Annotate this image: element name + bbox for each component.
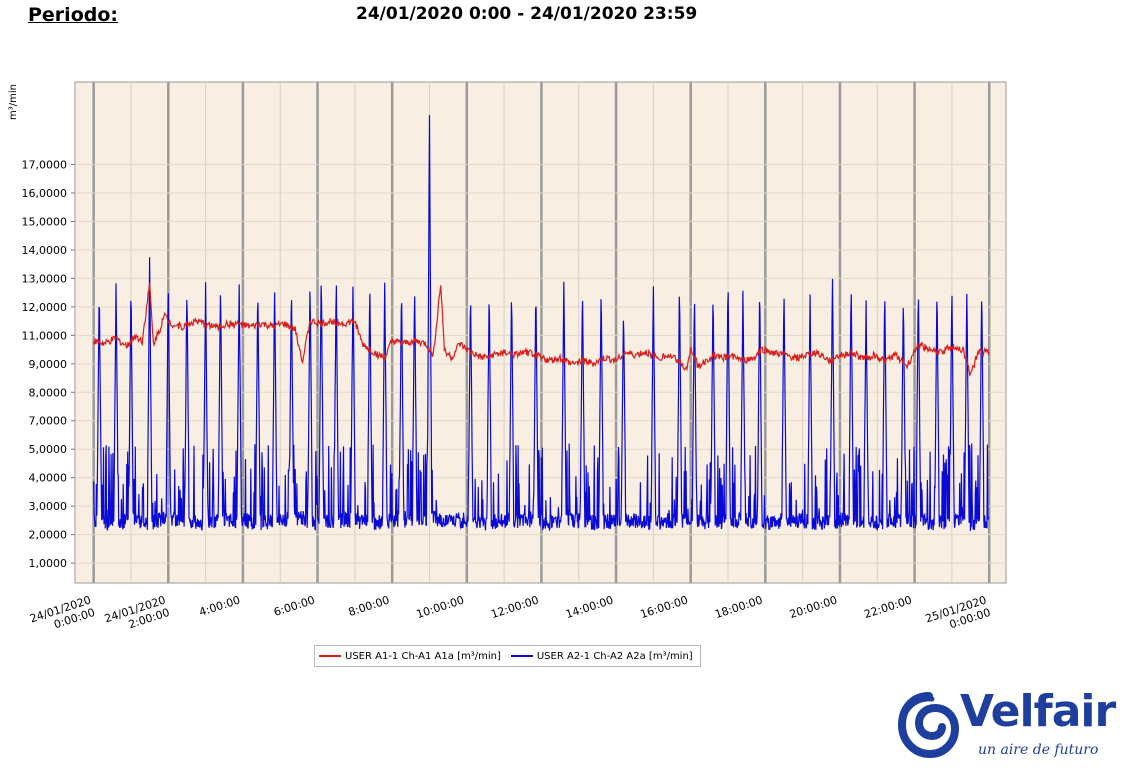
x-tick-label: 24/01/20200:00:00 (28, 593, 96, 637)
y-tick-label: 7,0000 (29, 415, 68, 428)
logo-wordmark: Velfair (960, 686, 1116, 737)
x-tick-label: 24/01/20202:00:00 (103, 593, 171, 637)
y-tick-label: 11,0000 (22, 329, 68, 342)
y-tick-label: 8,0000 (29, 386, 68, 399)
y-tick-label: 17,0000 (22, 159, 68, 172)
y-tick-label: 5,0000 (29, 443, 68, 456)
y-tick-label: 2,0000 (29, 529, 68, 542)
y-tick-label: 15,0000 (22, 215, 68, 228)
x-tick-label: 6:00:00 (272, 593, 316, 618)
y-tick-label: 4,0000 (29, 472, 68, 485)
y-tick-label: 9,0000 (29, 358, 68, 371)
y-tick-label: 16,0000 (22, 187, 68, 200)
x-tick-label: 12:00:00 (489, 593, 540, 621)
line-chart: 1,0000 2,0000 3,0000 4,0000 5,0000 7,0000 8,00… (8, 81, 1007, 637)
x-tick-label: 14:00:00 (564, 593, 615, 621)
y-tick-label: 13,0000 (22, 272, 68, 285)
x-tick-label: 25/01/20200:00:00 (924, 593, 992, 637)
legend-label-series-2: USER A2-1 Ch-A2 A2a [m³/min] (536, 650, 693, 662)
x-tick-label: 10:00:00 (415, 593, 466, 621)
legend-label-series-1: USER A1-1 Ch-A1 A1a [m³/min] (345, 650, 501, 662)
x-tick-label: 20:00:00 (788, 593, 839, 621)
legend-item-series-2: USER A2-1 Ch-A2 A2a [m³/min] (510, 650, 693, 662)
y-tick-label: 3,0000 (29, 500, 68, 513)
velfair-logo: Velfair un aire de futuro (898, 686, 1120, 764)
y-tick-label: 14,0000 (22, 244, 68, 257)
legend-swatch-series-2 (510, 655, 533, 657)
period-label: Periodo: (28, 4, 118, 26)
x-tick-label: 4:00:00 (197, 593, 241, 618)
legend-item-series-1: USER A1-1 Ch-A1 A1a [m³/min] (319, 651, 501, 662)
x-tick-label: 22:00:00 (863, 593, 914, 621)
x-tick-label: 8:00:00 (347, 593, 391, 618)
y-axis-label: m³/min (8, 84, 19, 120)
x-tick-label: 18:00:00 (713, 593, 764, 621)
chart-legend: USER A1-1 Ch-A1 A1a [m³/min] USER A2-1 C… (314, 645, 701, 667)
series-line-a2 (93, 115, 990, 532)
y-tick-label: 1,0000 (29, 557, 68, 570)
logo-tagline: un aire de futuro (978, 742, 1099, 758)
period-value: 24/01/2020 0:00 - 24/01/2020 23:59 (356, 4, 698, 24)
series-line-a1 (93, 282, 990, 377)
swirl-logo-icon (898, 692, 960, 758)
legend-swatch-series-1 (319, 655, 341, 657)
y-tick-label: 12,0000 (22, 301, 68, 314)
x-tick-label: 16:00:00 (639, 593, 690, 621)
